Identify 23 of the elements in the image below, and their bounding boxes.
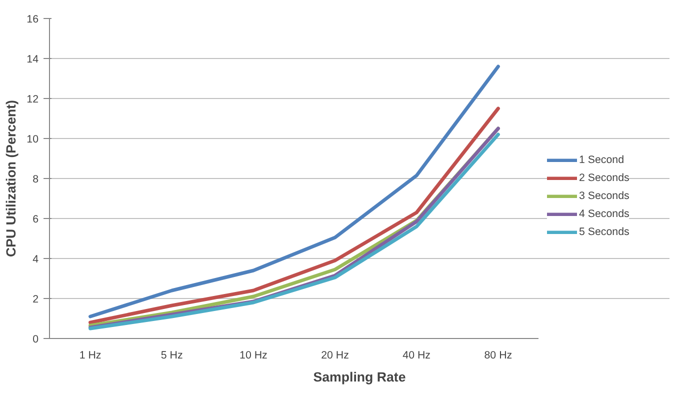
y-tick-label: 4 [32,254,39,266]
y-tick-label: 14 [26,54,39,66]
x-axis-title: Sampling Rate [313,370,406,384]
x-tick-label: 20 Hz [321,350,349,362]
y-tick-label: 16 [26,14,39,26]
y-tick-label: 0 [32,334,39,346]
legend-label: 5 Seconds [579,226,630,238]
x-tick-label: 80 Hz [484,350,512,362]
y-tick-label: 8 [32,174,39,186]
y-axis-title: CPU Utilization (Percent) [4,100,19,257]
y-tick-label: 10 [26,134,39,146]
y-tick-label: 2 [32,294,39,306]
x-tick-label: 10 Hz [240,350,268,362]
legend-label: 2 Seconds [579,172,630,184]
x-tick-label: 40 Hz [402,350,431,362]
y-tick-label: 6 [32,214,39,226]
x-tick-label: 5 Hz [160,350,183,362]
x-tick-label: 1 Hz [79,350,102,362]
legend-label: 1 Second [579,154,624,166]
line-series [88,64,500,318]
legend-label: 4 Seconds [579,208,630,220]
legend-label: 3 Seconds [579,190,630,202]
y-tick-label: 12 [26,94,39,106]
